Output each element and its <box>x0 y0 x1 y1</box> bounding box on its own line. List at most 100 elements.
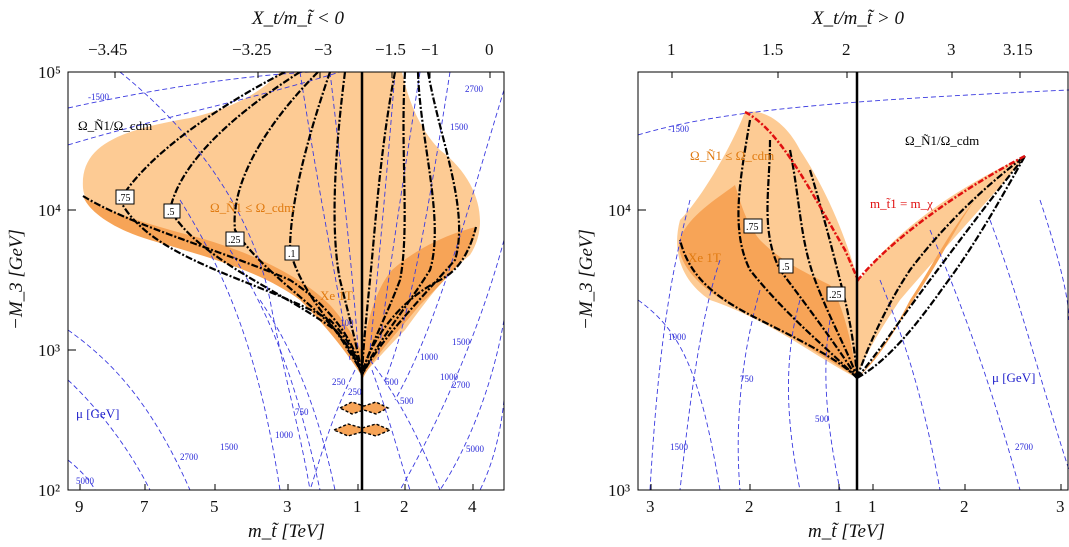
mu-contour <box>737 289 761 490</box>
mu-contour <box>68 329 191 490</box>
y-tick-label: 10⁴ <box>38 201 61 220</box>
y-tick-label: 10² <box>38 481 60 500</box>
mu-label: 2700 <box>465 84 484 94</box>
top-ticks <box>114 72 491 78</box>
relic-contour <box>288 72 364 376</box>
mu-contour <box>479 399 504 490</box>
annotation: Xe 1T <box>320 288 353 303</box>
mu-contour <box>68 459 96 490</box>
x-tick-label: 1 <box>834 497 843 516</box>
mu-contour <box>649 199 691 490</box>
top-tick-label: −3.25 <box>232 40 271 59</box>
relic-contour <box>788 149 859 379</box>
mu-label: 500 <box>400 396 414 406</box>
x-tick-label: 3 <box>646 497 655 516</box>
y-tick-label: 10⁵ <box>38 63 61 82</box>
top-axis-title: X_t/m_t̃ > 0 <box>811 8 904 29</box>
y-axis-title: −M_3 [GeV] <box>576 229 597 330</box>
mu-contour <box>119 72 311 490</box>
bottom-axis-title: m_t̃ [TeV] <box>248 521 325 542</box>
relic-label-box <box>743 218 763 234</box>
annotation: μ [GeV] <box>76 406 119 421</box>
y-axis <box>68 71 76 491</box>
xe1t-excluded-region <box>679 185 857 378</box>
mu-contour <box>679 259 721 490</box>
mu-label: 500 <box>385 377 399 387</box>
relic-label: .25 <box>829 290 842 301</box>
relic-label-box <box>284 245 300 261</box>
mu-label: -1500 <box>88 92 109 102</box>
relic-contour <box>360 72 397 376</box>
mu-contour <box>638 89 1069 136</box>
x-tick-label: 5 <box>210 497 219 516</box>
relic-contour <box>118 72 364 376</box>
top-tick-label: −1.5 <box>375 40 406 59</box>
mu-contour <box>371 369 411 490</box>
relic-label-box <box>826 286 846 302</box>
mu-label: 750 <box>740 374 754 384</box>
x-tick-label: 3 <box>283 497 292 516</box>
relic-label-box <box>778 258 794 274</box>
top-axis-title: X_t/m_t̃ < 0 <box>251 8 344 29</box>
mu-contour <box>825 319 841 490</box>
mu-label: 1500 <box>220 442 239 452</box>
mu-label: 5000 <box>466 444 485 454</box>
x-tick-label: 4 <box>468 497 477 516</box>
mu-label: 5000 <box>76 476 95 486</box>
mu-contour <box>309 369 356 490</box>
relic-contour <box>678 239 858 379</box>
relic-contour <box>855 155 1026 379</box>
mu-label: 1500 <box>450 122 469 132</box>
relic-contour <box>233 72 364 376</box>
top-ticks <box>671 72 1021 78</box>
mu-contour <box>179 199 281 490</box>
relic-label-box <box>163 203 181 219</box>
bottom-axis-title: m_t̃ [TeV] <box>808 521 885 542</box>
annotation: Ω_Ñ1 ≤ Ω_cdm <box>690 148 774 163</box>
mu-label: 250 <box>332 377 346 387</box>
x-ticks <box>650 484 1062 490</box>
relic-contour <box>360 72 436 376</box>
mu-contour <box>68 379 151 490</box>
annotation: Ω_Ñ1 ≤ Ω_cdm <box>210 200 294 215</box>
mu-label: 1500 <box>670 442 689 452</box>
mu-contour <box>439 319 504 490</box>
x-tick-label: 2 <box>745 497 754 516</box>
relic-contour <box>361 72 461 376</box>
small-allowed-blob-1 <box>338 401 390 415</box>
y-tick-label: 10³ <box>38 341 60 360</box>
mu-contour <box>788 299 801 490</box>
mu-label: 750 <box>295 407 309 417</box>
x-tick-label: 1 <box>353 497 362 516</box>
mu-label: 250 <box>348 387 362 397</box>
x-tick-label: 3 <box>1056 497 1065 516</box>
top-tick-label: −3 <box>314 40 332 59</box>
relic-label: .5 <box>782 262 790 273</box>
top-tick-label: 3.15 <box>1003 40 1033 59</box>
top-tick-label: −1 <box>421 40 439 59</box>
mu-label: 2700 <box>1015 442 1034 452</box>
annotation: μ [GeV] <box>992 370 1035 385</box>
mu-contour <box>377 72 421 361</box>
mu-label: 100 <box>340 318 354 328</box>
x-tick-label: 1 <box>868 497 877 516</box>
relic-label: .1 <box>288 249 296 260</box>
relic-label: .75 <box>118 193 131 204</box>
mu-contour <box>259 299 336 490</box>
mu-contour <box>879 279 941 490</box>
annotation: Ω_Ñ1/Ω_cdm <box>78 118 152 133</box>
mu-contour <box>399 239 504 490</box>
mu-label: 1000 <box>275 430 294 440</box>
mu-contour <box>329 72 359 351</box>
mu-contour <box>638 299 721 490</box>
mu-label: 1000 <box>668 332 687 342</box>
annotation: Xe 1T <box>688 250 721 265</box>
plot-frame <box>67 71 505 491</box>
x-tick-label: 7 <box>140 497 149 516</box>
plot-frame <box>637 71 1069 491</box>
mu-contour <box>68 72 341 146</box>
y-axis-title: −M_3 [GeV] <box>6 229 27 330</box>
mu-contour <box>394 89 504 401</box>
relic-contour <box>856 155 1026 379</box>
